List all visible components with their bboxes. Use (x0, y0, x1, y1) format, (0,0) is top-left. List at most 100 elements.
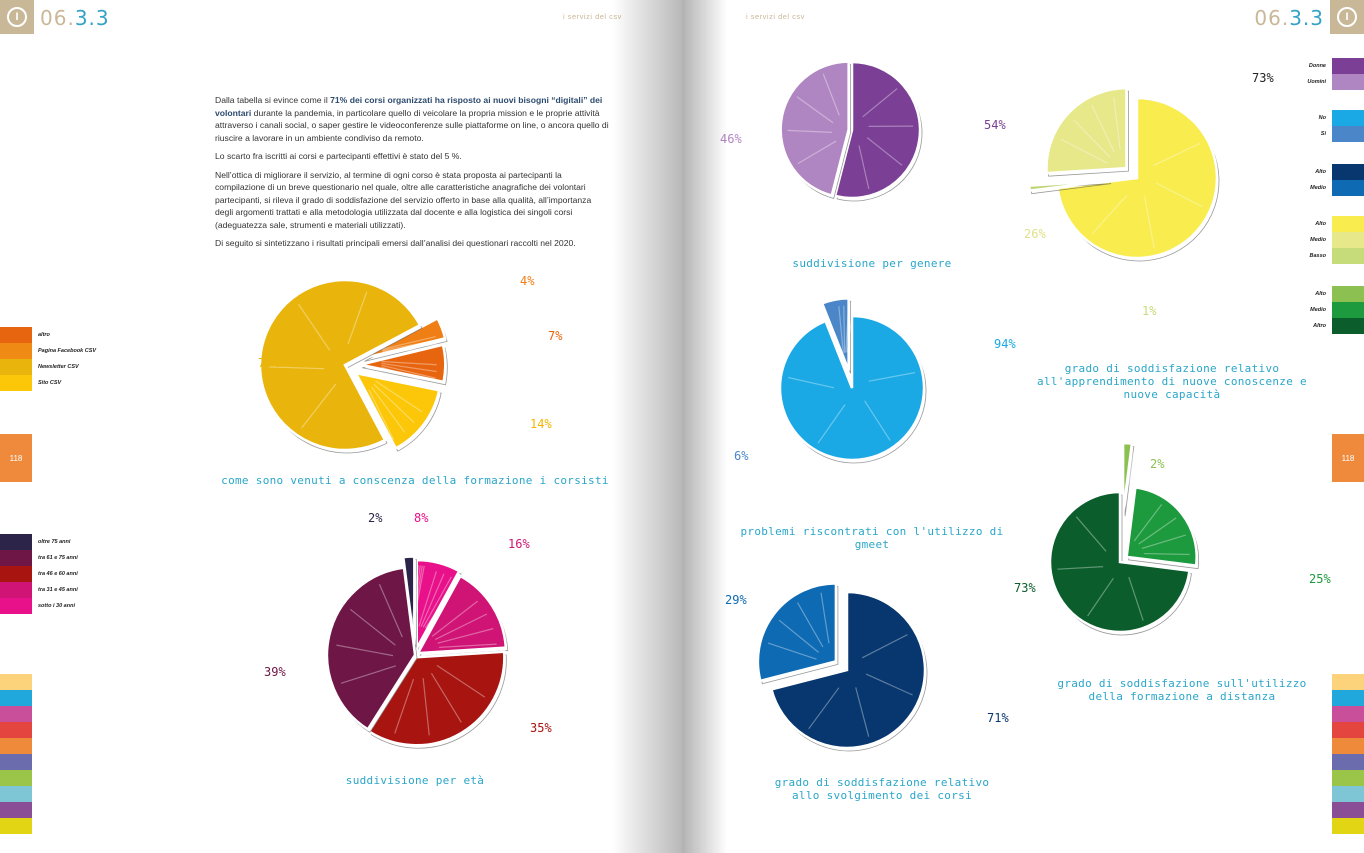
pie-slice-2 (1045, 86, 1129, 177)
pie-label-2: 14% (530, 417, 552, 431)
legend-label: altro (38, 332, 50, 338)
pie-slice-hatch (1072, 119, 1111, 158)
pie-slice-fill (1125, 486, 1198, 568)
legend-item: Basso (1284, 248, 1364, 264)
color-strip-swatch-8 (0, 802, 32, 818)
pie-slice-hatch (1037, 175, 1090, 184)
chart-title-fonte: come sono venuti a conscenza della forma… (221, 474, 609, 487)
chart-title-svolgimento-line-2: allo svolgimento dei corsi (792, 789, 972, 802)
legend-fonte: altro Pagina Facebook CSV Newsletter CSV Si… (0, 327, 96, 391)
pie-label-1: 6% (734, 449, 749, 463)
pie-slice-hatch (336, 644, 394, 657)
pie-slice-hatch (411, 565, 419, 623)
chart-title-distanza-line-2: della formazione a distanza (1088, 690, 1276, 703)
legend-label: Donne (1308, 63, 1326, 69)
pie-slice-hatch (381, 362, 437, 373)
pie-slice-hatch (373, 383, 415, 424)
pie-slice-hatch (1156, 182, 1204, 208)
legend-item: No (1284, 110, 1364, 126)
legend-item: Medio (1284, 180, 1364, 196)
pie-slice-hatch (1138, 517, 1177, 545)
chart-title-apprendimento-line-2: all'apprendimento di nuove conoscenze e (1037, 375, 1307, 388)
legend-label: Medio (1310, 185, 1326, 191)
left-page: I 06.3.3 i servizi del csv Dalla tabella… (0, 0, 682, 853)
color-strip-swatch-4 (0, 738, 32, 754)
pie-label-0: 4% (520, 274, 535, 288)
pie-slice-hatch (1124, 451, 1140, 496)
pie-slice-hatch (1087, 577, 1114, 617)
pie-label-1: 7% (548, 329, 563, 343)
pie-slice-hatch (1152, 142, 1201, 167)
pie-slice-fill (1045, 86, 1128, 175)
legend-swatch (0, 582, 32, 598)
legend-swatch (1332, 126, 1364, 142)
pie-slice-4 (401, 555, 425, 648)
legend-swatch (1332, 248, 1364, 264)
legend-label: Altro (1313, 323, 1326, 329)
pie-slice-hatch (817, 404, 846, 444)
legend-gmeet: No Sì (1284, 110, 1364, 142)
pie-slice-hatch (1128, 576, 1144, 621)
pie-slice-hatch (412, 565, 421, 623)
pie-label-1: 29% (725, 593, 747, 607)
chart-title-apprendimento-line-3: nuove capacità (1123, 388, 1221, 401)
pie-slice-hatch (1133, 504, 1163, 542)
legend-label: Newsletter CSV (38, 364, 79, 370)
pie-slice-hatch (865, 673, 913, 696)
legend-item: Sì (1284, 126, 1364, 142)
chart-title-apprendimento-line-1: grado di soddisfazione relativo (1064, 362, 1280, 375)
paragraph-1: Dalla tabella si evince come il 71% dei … (215, 95, 609, 143)
pie-slice-hatch (855, 687, 870, 737)
pie-slice-hatch (340, 665, 397, 684)
pie-slice-1 (1125, 486, 1200, 570)
pie-slice-1 (820, 297, 855, 374)
gutter-shadow-left (612, 0, 682, 853)
legend-svolgimento: Alto Medio (1284, 164, 1364, 196)
pie-slice-fill (820, 297, 850, 371)
pie-slice-hatch (797, 140, 837, 165)
legend-item: Alto (1284, 216, 1364, 232)
legend-swatch (1332, 232, 1364, 248)
section-prefix-right: 06. (1254, 6, 1290, 30)
pie-slice-hatch (808, 687, 840, 730)
pie-slice-hatch (787, 129, 832, 133)
legend-item: tra 61 e 75 anni (0, 550, 78, 566)
pie-slice-hatch (1075, 516, 1107, 552)
legend-label: Pagina Facebook CSV (38, 348, 97, 354)
pie-label-1: 25% (1309, 572, 1331, 586)
color-strip-swatch-8 (1332, 802, 1364, 818)
pie-slice-fill (756, 582, 838, 683)
legend-label: Alto (1315, 169, 1326, 175)
pie-slice-hatch (1144, 196, 1155, 249)
pie-slice-hatch (1057, 566, 1104, 570)
legend-swatch (0, 327, 32, 343)
legend-item: Alto (1284, 164, 1364, 180)
legend-item: Newsletter CSV (0, 359, 96, 375)
gutter-shadow-right (682, 0, 727, 853)
color-strip-swatch-5 (0, 754, 32, 770)
pie-slice-hatch (1113, 97, 1121, 150)
intro-text: Dalla tabella si evince come il 71% dei … (215, 94, 610, 256)
legend-label: Alto (1315, 221, 1326, 227)
legend-swatch (0, 598, 32, 614)
pie-slice-hatch (381, 360, 437, 366)
pie-slice-0 (778, 314, 927, 464)
legend-swatch (0, 359, 32, 375)
legend-eta: oltre 75 anni tra 61 e 75 anni tra 46 e 60… (0, 534, 78, 614)
legend-swatch (1332, 216, 1364, 232)
legend-swatch (1332, 286, 1364, 302)
pie-slice-hatch (382, 343, 438, 352)
pie-slice-fill (367, 650, 506, 747)
legend-swatch (1332, 58, 1364, 74)
legend-item: Donne (1284, 58, 1364, 74)
pie-label-0: 54% (984, 118, 1006, 132)
color-strip-swatch-0 (1332, 674, 1364, 690)
pie-slice-fill (415, 574, 508, 655)
chapter-badge-right-icon: I (1337, 7, 1357, 27)
legend-label: Medio (1310, 237, 1326, 243)
section-number-right: 06.3.3 (1254, 6, 1324, 30)
pie-slice-hatch (381, 335, 436, 350)
color-strip-swatch-0 (0, 674, 32, 690)
legend-item: Medio (1284, 232, 1364, 248)
pie-slice-hatch (1143, 552, 1190, 556)
